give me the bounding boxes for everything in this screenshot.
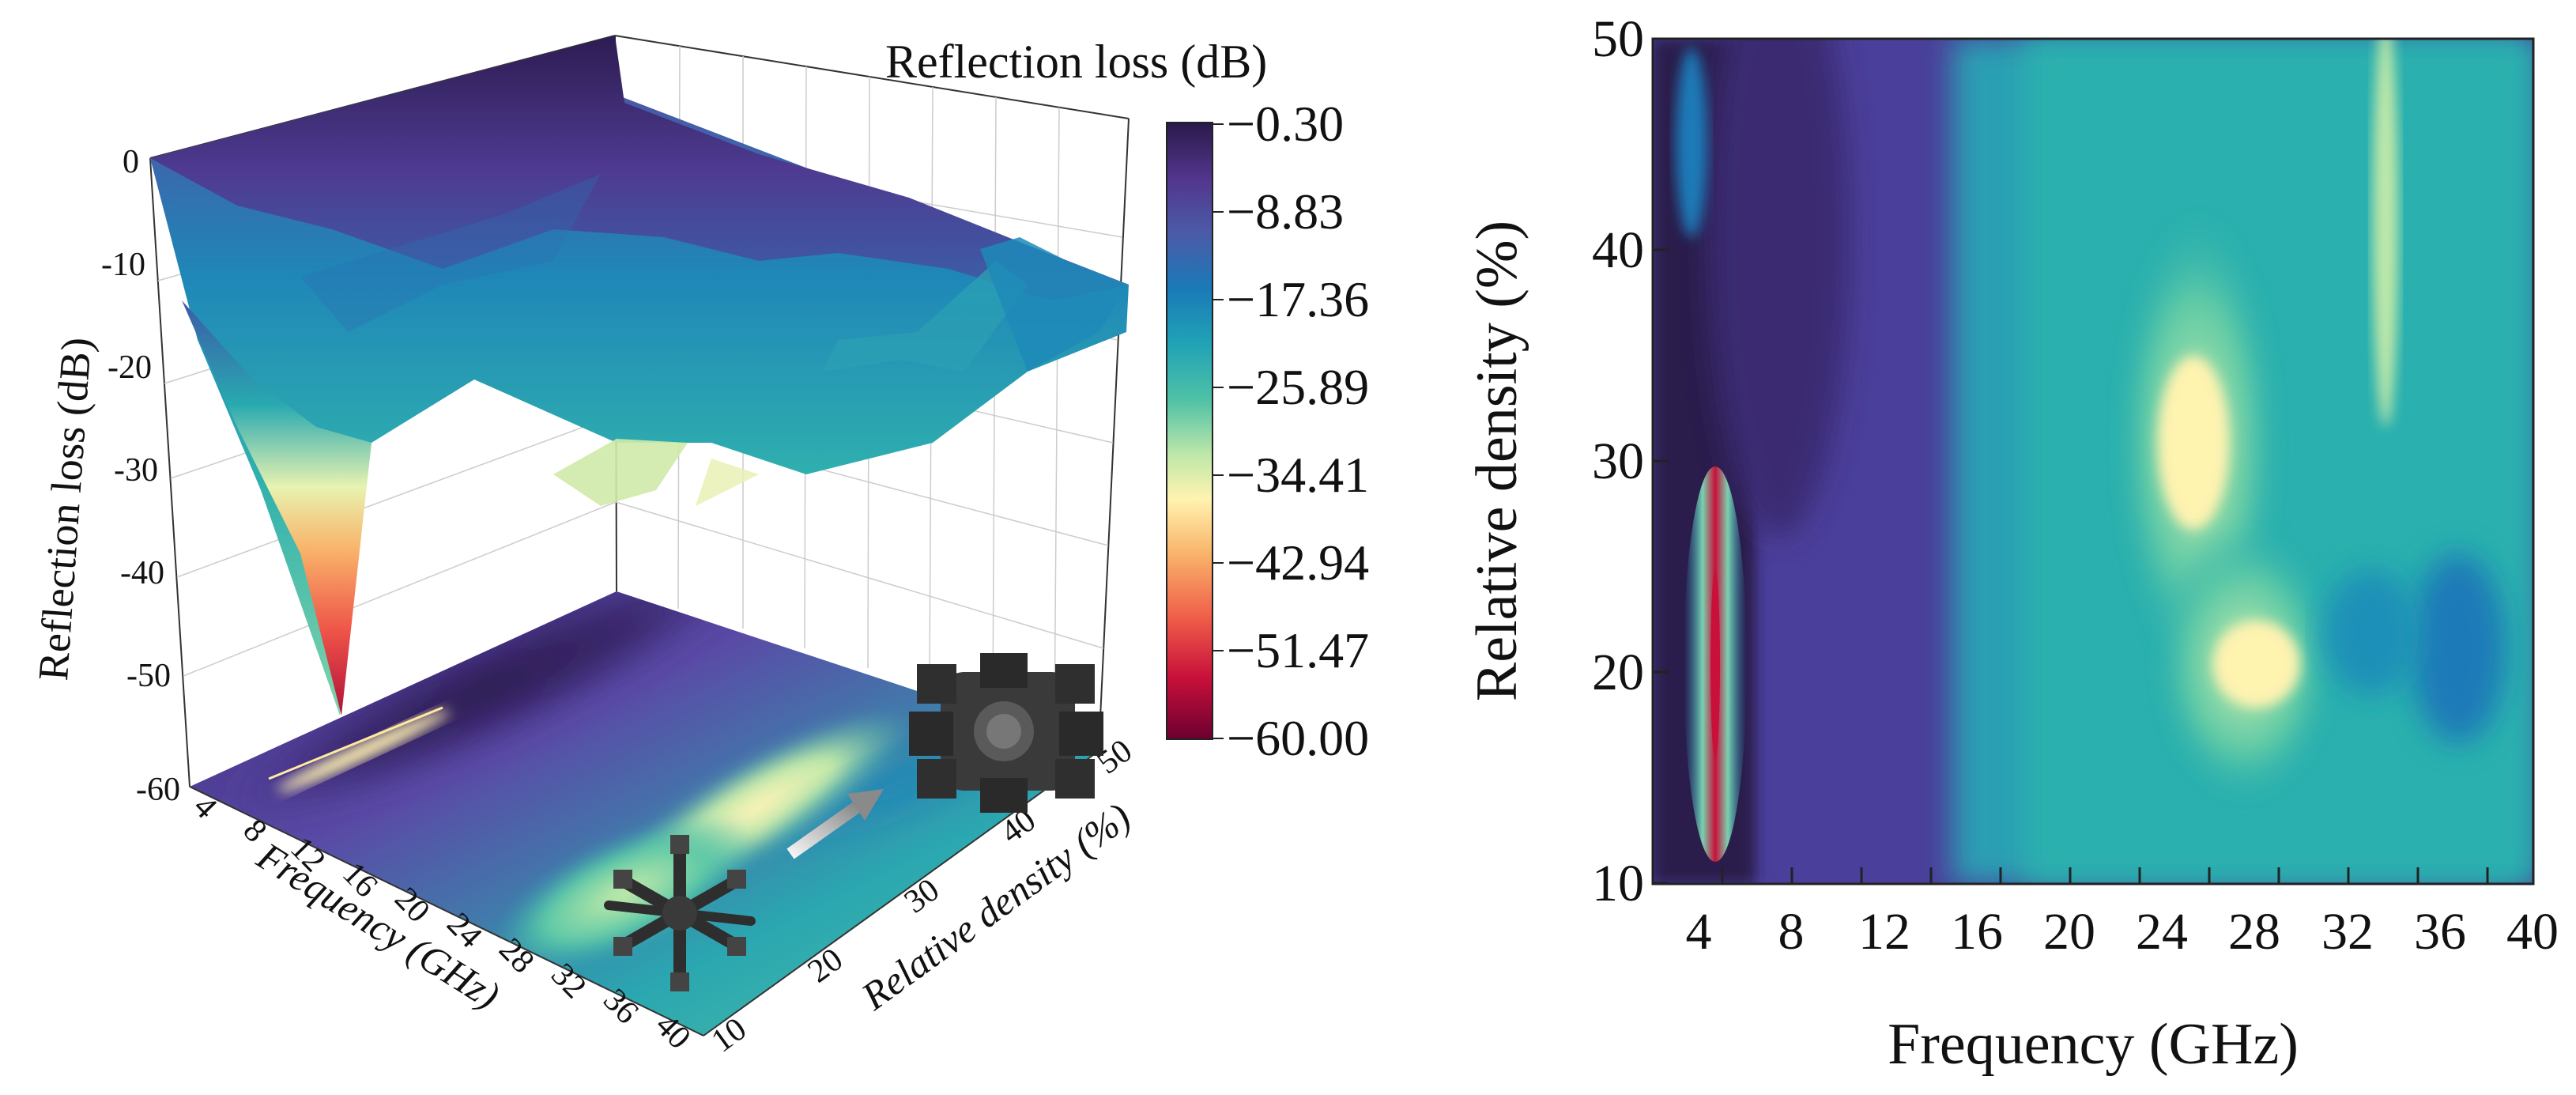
x-tick: 40	[2506, 903, 2559, 961]
colorbar-tick-labels: −0.30 −8.83 −17.36 −25.89 −34.41 −42.94 …	[1227, 96, 1369, 766]
y-tick-labels: 10 20 30 40 50	[1592, 10, 1644, 912]
z-tick: 0	[123, 144, 139, 180]
y-tick: 30	[1592, 432, 1644, 490]
x-tick: 4	[1686, 903, 1712, 961]
colorbar-ticks	[1213, 123, 1224, 739]
x-tick: 28	[2228, 903, 2280, 961]
frequency-axis	[189, 786, 704, 1036]
transition-arrow	[786, 789, 884, 859]
colorbar-tick-label: −51.47	[1227, 622, 1369, 678]
density-axis	[703, 750, 1099, 1036]
z-tick: -30	[114, 452, 158, 489]
colorbar-tick-label: −60.00	[1227, 710, 1369, 766]
z-axis: 0 -10 -20 -30 -40 -50 -60	[101, 144, 180, 808]
x-tick: 12	[1858, 903, 1910, 961]
x-tick: 32	[2321, 903, 2374, 961]
contour-map	[1653, 39, 2533, 884]
colorbar	[1166, 122, 1213, 740]
x-tick: 8	[1778, 903, 1805, 961]
dense-lattice-unit-cell	[909, 653, 1103, 813]
x-tick: 36	[2414, 903, 2466, 961]
y-ticks-marks	[1653, 37, 1669, 885]
colorbar-tick-label: −17.36	[1227, 271, 1369, 327]
z-tick: -40	[120, 555, 164, 591]
y-tick: 20	[1592, 644, 1644, 701]
colorbar-tick-label: −34.41	[1227, 447, 1369, 503]
x-tick-labels: 4 8 12 16 20 24 28 32 36 40	[1686, 903, 2559, 961]
x-axis-label: Frequency (GHz)	[1888, 1012, 2299, 1077]
y-axis-label: Relative density (%)	[1465, 221, 1529, 701]
z-tick: -20	[107, 349, 152, 386]
contour-panel: 10 20 30 40 50 Relative density (%) 4 8 …	[1465, 10, 2559, 1077]
x-ticks-marks	[1721, 867, 2489, 883]
colorbar-tick-label: −25.89	[1227, 359, 1369, 415]
y-tick: 50	[1592, 10, 1644, 68]
surface-panel: 0 -10 -20 -30 -40 -50 -60 Reflection los…	[29, 35, 1369, 1059]
colorbar-tick-label: −42.94	[1227, 534, 1369, 591]
colorbar-tick-label: −0.30	[1227, 96, 1344, 152]
z-tick: -60	[136, 772, 180, 808]
reflection-loss-surface	[150, 36, 1129, 716]
z-tick: -50	[126, 658, 171, 694]
colorbar-title: Reflection loss (dB)	[885, 36, 1267, 88]
x-tick: 16	[1951, 903, 2003, 961]
sparse-lattice-unit-cell	[604, 835, 756, 991]
x-tick: 24	[2136, 903, 2188, 961]
colorbar-tick-label: −8.83	[1227, 183, 1344, 240]
z-tick: -10	[101, 247, 145, 283]
x-tick: 20	[2043, 903, 2095, 961]
y-tick: 40	[1592, 221, 1644, 279]
y-tick: 10	[1592, 855, 1644, 912]
z-axis-label: Reflection loss (dB)	[29, 336, 100, 682]
